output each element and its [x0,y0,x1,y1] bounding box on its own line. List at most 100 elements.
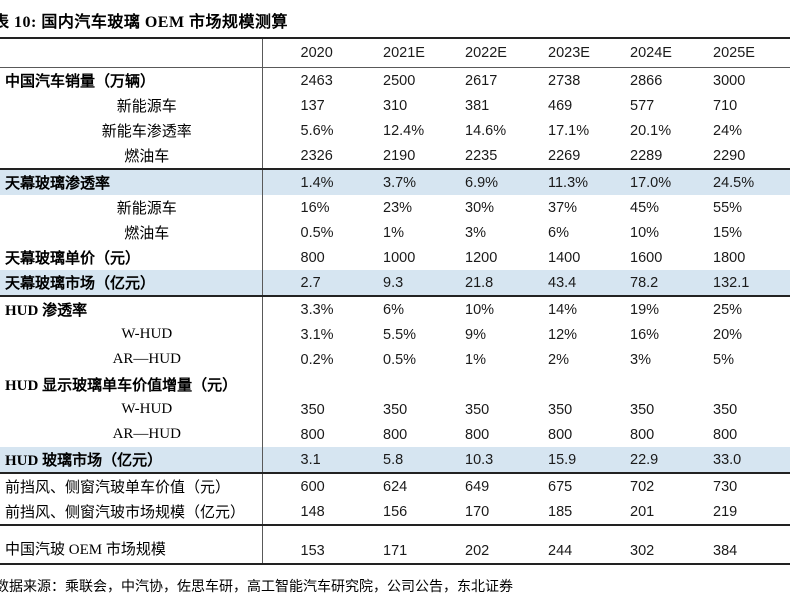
row-label: W-HUD [121,401,173,417]
cell-value: 0.5% [383,351,417,368]
cell-value: 2190 [383,147,416,164]
cell-value: 15% [713,224,743,241]
cell-value: 3.1% [261,322,345,347]
table-row: 新能源车 16% 23% 30% 37% 45% 55% [0,195,790,220]
cell-value [675,372,790,397]
cell-value [510,372,592,397]
corner-cell [0,37,262,68]
cell-value: 800 [465,426,490,443]
row-label: 天幕玻璃单价（元） [5,251,141,267]
cell-value: 649 [427,472,510,499]
cell-value: 219 [713,503,738,520]
row-label: AR—HUD [112,351,181,367]
cell-value: 1800 [713,249,746,266]
row-label: 前挡风、侧窗汽玻市场规模（亿元） [5,505,246,521]
cell-value: 2269 [548,147,581,164]
cell-value: 3% [630,351,651,368]
table-row: 前挡风、侧窗汽玻市场规模（亿元） 148 156 170 185 201 219 [0,499,790,525]
cell-value: 350 [261,397,345,422]
cell-value: 2326 [261,143,345,169]
cell-value: 350 [630,401,655,418]
cell-value: 6.9% [427,168,510,195]
table-row: 新能车渗透率 5.6% 12.4% 14.6% 17.1% 20.1% 24% [0,118,790,143]
column-header: 2021E [345,37,427,68]
cell-value [592,372,675,397]
year-header-row: 2020 2021E 2022E 2023E 2024E 2025E [0,37,790,68]
table-row: AR—HUD 800 800 800 800 800 800 [0,422,790,447]
cell-value: 156 [383,503,408,520]
column-header: 2022E [427,37,510,68]
cell-value: 6% [548,224,569,241]
column-header: 2024E [592,37,675,68]
table-row: 天幕玻璃单价（元） 800 1000 1200 1400 1600 1800 [0,245,790,270]
cell-value: 16% [630,326,660,343]
cell-value: 20.1% [630,122,672,139]
row-label: HUD 玻璃市场（亿元） [0,447,262,473]
cell-value: 14.6% [465,122,507,139]
row-label: 新能源车 [116,201,177,217]
cell-value: 20% [713,326,743,343]
cell-value: 350 [548,401,573,418]
report-page: 表 10: 国内汽车玻璃 OEM 市场规模测算 2020 2021E 2022E 20… [0,8,808,607]
cell-value: 24% [713,122,743,139]
cell-value: 15.9 [510,447,592,473]
cell-value: 710 [713,97,738,114]
cell-value: 3.1 [261,447,345,473]
cell-value: 800 [261,245,345,270]
cell-value: 1600 [630,249,663,266]
table-row: 燃油车 0.5% 1% 3% 6% 10% 15% [0,220,790,245]
cell-value: 24.5% [675,168,790,195]
cell-value: 3.7% [345,168,427,195]
cell-value: 1% [383,224,404,241]
cell-value: 9.3 [345,270,427,296]
cell-value: 16% [261,195,345,220]
cell-value: 244 [510,524,592,565]
cell-value: 2289 [630,147,663,164]
cell-value: 2738 [548,72,581,89]
cell-value: 600 [261,472,345,499]
table-row: 燃油车 2326 2190 2235 2269 2289 2290 [0,143,790,169]
cell-value: 19% [592,295,675,322]
row-label: 天幕玻璃市场（亿元） [0,270,262,296]
cell-value: 37% [548,199,578,216]
cell-value: 23% [383,199,413,216]
cell-value: 675 [510,472,592,499]
row-label: 天幕玻璃渗透率 [0,168,262,195]
table-row: 前挡风、侧窗汽玻单车价值（元） 600 624 649 675 702 730 [0,472,790,499]
cell-value: 2617 [465,72,498,89]
cell-value: 1% [465,351,486,368]
table-row: 天幕玻璃渗透率 1.4% 3.7% 6.9% 11.3% 17.0% 24.5% [0,168,790,195]
cell-value: 132.1 [675,270,790,296]
table-body: 中国汽车销量（万辆） 2463 2500 2617 2738 2866 3000 新能源车 13… [0,67,790,565]
cell-value: 2290 [713,147,746,164]
cell-value: 30% [465,199,495,216]
cell-value: 185 [548,503,573,520]
row-label: 新能源车 [116,99,177,115]
cell-value: 17.0% [592,168,675,195]
row-label: 中国汽玻 OEM 市场规模 [0,524,262,565]
cell-value: 148 [261,499,345,525]
cell-value: 0.2% [261,347,345,372]
cell-value: 3.3% [261,295,345,322]
row-label: HUD 显示玻璃单车价值增量（元） [5,378,238,394]
cell-value: 310 [383,97,408,114]
table-row: W-HUD 3.1% 5.5% 9% 12% 16% 20% [0,322,790,347]
row-label: 燃油车 [124,149,170,165]
cell-value: 78.2 [592,270,675,296]
cell-value: 702 [592,472,675,499]
cell-value: 25% [675,295,790,322]
cell-value: 800 [630,426,655,443]
table-title: 表 10: 国内汽车玻璃 OEM 市场规模测算 [0,14,289,31]
cell-value: 800 [383,426,408,443]
cell-value: 10% [427,295,510,322]
cell-value: 201 [630,503,655,520]
cell-value: 202 [427,524,510,565]
cell-value: 6% [345,295,427,322]
column-header: 2020 [261,37,345,68]
cell-value: 800 [713,426,738,443]
cell-value: 14% [510,295,592,322]
cell-value: 0.5% [261,220,345,245]
row-label: W-HUD [121,326,173,342]
cell-value: 1.4% [261,168,345,195]
cell-value: 5% [713,351,734,368]
